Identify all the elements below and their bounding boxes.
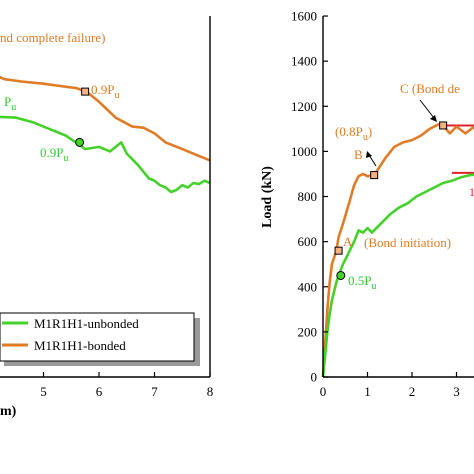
right-marker-unbonded-05pu bbox=[336, 270, 346, 280]
right-y-tick-label: 400 bbox=[298, 279, 318, 294]
right-y-tick-label: 800 bbox=[298, 189, 318, 204]
arrow-b bbox=[366, 151, 377, 167]
left-marker-unbonded-09pu bbox=[75, 137, 85, 147]
left-legend: M1R1H1-unbonded M1R1H1-bonded bbox=[0, 312, 200, 366]
left-annotation-complete-failure: nd complete failure) bbox=[0, 30, 105, 45]
left-series-layer bbox=[0, 75, 211, 194]
left-marker-bonded-09pu bbox=[81, 87, 90, 96]
right-panel: 0 200 400 600 800 1000 1200 1400 1600 0 1 2 3 Load (… bbox=[260, 9, 474, 399]
right-annotation-red-fragment: 1 bbox=[469, 185, 474, 199]
right-series-m1r1h1-bonded bbox=[321, 123, 474, 378]
right-y-tick-label: 1000 bbox=[291, 144, 317, 159]
right-annotation-b: B bbox=[354, 147, 363, 162]
legend-label-unbonded: M1R1H1-unbonded bbox=[34, 316, 139, 331]
left-x-tick-label: 5 bbox=[40, 384, 47, 399]
right-y-tick-label: 200 bbox=[298, 324, 318, 339]
left-annotation-bonded-09pu: 0.9Pu bbox=[91, 82, 119, 101]
legend-label-bonded: M1R1H1-bonded bbox=[34, 338, 126, 353]
left-annotation-unbonded-09pu: 0.9Pu bbox=[40, 145, 68, 164]
right-annotation-05pu: 0.5Pu bbox=[348, 273, 376, 292]
right-marker-b bbox=[370, 171, 379, 180]
right-marker-a bbox=[334, 246, 343, 255]
right-x-tick-label: 0 bbox=[320, 384, 327, 399]
right-x-tick-label: 3 bbox=[453, 384, 460, 399]
left-x-axis-title-fragment: m) bbox=[0, 404, 17, 419]
right-y-tick-label: 0 bbox=[311, 370, 318, 385]
right-series-m1r1h1-unbonded bbox=[321, 173, 474, 378]
right-marker-c bbox=[439, 121, 448, 130]
right-x-tick-label: 2 bbox=[409, 384, 416, 399]
right-y-tick-label: 1600 bbox=[291, 9, 317, 24]
right-x-tick-label: 1 bbox=[364, 384, 371, 399]
right-ticks: 0 200 400 600 800 1000 1200 1400 1600 0 1 2 3 bbox=[291, 9, 460, 399]
right-annotation-a: A bbox=[343, 234, 353, 249]
left-x-tick-label: 8 bbox=[207, 384, 214, 399]
left-annotation-pu: Pu bbox=[4, 94, 16, 113]
left-x-tick-label: 6 bbox=[96, 384, 103, 399]
legend-box bbox=[0, 312, 195, 362]
left-series-m1r1h1-unbonded bbox=[0, 115, 211, 194]
right-annotation-08pu: (0.8Pu) bbox=[335, 124, 372, 143]
right-y-tick-label: 600 bbox=[298, 234, 318, 249]
left-x-ticks: 5 6 7 8 bbox=[40, 372, 213, 399]
right-annotation-bond-initiation: (Bond initiation) bbox=[364, 235, 451, 250]
right-series-layer bbox=[321, 121, 474, 378]
right-y-tick-label: 1200 bbox=[291, 99, 317, 114]
right-annotation-c: C (Bond de bbox=[400, 81, 460, 96]
left-x-tick-label: 7 bbox=[151, 384, 158, 399]
right-y-tick-label: 1400 bbox=[291, 54, 317, 69]
arrow-c bbox=[419, 99, 437, 122]
left-series-m1r1h1-bonded bbox=[0, 75, 211, 162]
left-panel: 5 6 7 8 m) nd complete failure) 0.9Pu Pu 0.… bbox=[0, 16, 213, 419]
right-y-axis-title: Load (kN) bbox=[260, 166, 275, 228]
